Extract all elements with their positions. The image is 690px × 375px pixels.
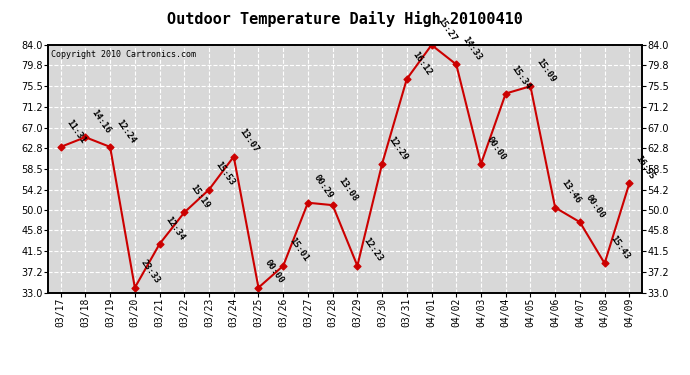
- Point: [277, 263, 288, 269]
- Point: [550, 205, 561, 211]
- Text: 23:33: 23:33: [139, 258, 161, 285]
- Point: [105, 144, 116, 150]
- Text: 15:09: 15:09: [535, 57, 558, 84]
- Point: [426, 42, 437, 48]
- Point: [377, 161, 388, 167]
- Text: 12:34: 12:34: [164, 214, 186, 242]
- Point: [574, 219, 585, 225]
- Text: 15:34: 15:34: [510, 64, 533, 92]
- Text: 11:31: 11:31: [65, 118, 88, 145]
- Text: 15:43: 15:43: [609, 234, 631, 261]
- Point: [302, 200, 313, 206]
- Point: [500, 90, 511, 96]
- Point: [204, 187, 215, 193]
- Text: 15:27: 15:27: [435, 16, 458, 43]
- Text: 16:12: 16:12: [411, 50, 434, 77]
- Text: 12:29: 12:29: [386, 135, 409, 162]
- Point: [352, 263, 363, 269]
- Point: [228, 154, 239, 160]
- Point: [525, 83, 536, 89]
- Point: [55, 144, 66, 150]
- Text: Outdoor Temperature Daily High 20100410: Outdoor Temperature Daily High 20100410: [167, 11, 523, 27]
- Point: [179, 209, 190, 215]
- Point: [253, 285, 264, 291]
- Text: 14:33: 14:33: [460, 35, 483, 62]
- Text: 00:29: 00:29: [312, 173, 335, 201]
- Point: [80, 134, 91, 140]
- Text: 00:00: 00:00: [263, 258, 286, 285]
- Point: [154, 241, 165, 247]
- Text: Copyright 2010 Cartronics.com: Copyright 2010 Cartronics.com: [51, 50, 196, 59]
- Text: 12:23: 12:23: [362, 237, 384, 264]
- Text: 13:46: 13:46: [560, 178, 582, 206]
- Point: [129, 285, 140, 291]
- Text: 13:07: 13:07: [238, 127, 261, 154]
- Point: [475, 161, 486, 167]
- Text: 15:53: 15:53: [213, 160, 236, 188]
- Text: 14:16: 14:16: [90, 108, 112, 135]
- Text: 12:24: 12:24: [115, 118, 137, 145]
- Text: 16:55: 16:55: [633, 154, 656, 181]
- Text: 00:00: 00:00: [485, 135, 508, 162]
- Text: 13:08: 13:08: [337, 176, 359, 203]
- Text: 15:19: 15:19: [188, 183, 211, 210]
- Point: [327, 202, 338, 208]
- Text: 15:01: 15:01: [287, 237, 310, 264]
- Point: [402, 76, 413, 82]
- Text: 00:00: 00:00: [584, 193, 607, 220]
- Point: [624, 180, 635, 186]
- Point: [599, 260, 610, 266]
- Point: [451, 62, 462, 68]
